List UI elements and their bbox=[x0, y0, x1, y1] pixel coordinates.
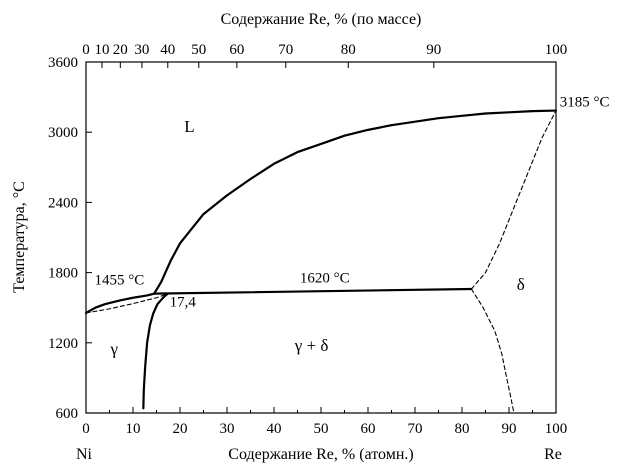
annotation-label: 1455 °С bbox=[94, 272, 144, 288]
y-tick-label: 3600 bbox=[48, 55, 78, 71]
x2-tick-label: 100 bbox=[545, 42, 568, 58]
delta-solvus-line bbox=[470, 288, 515, 413]
x-tick-label: 40 bbox=[267, 421, 282, 437]
y-tick-label: 600 bbox=[56, 406, 79, 422]
x-tick-label: 60 bbox=[361, 421, 376, 437]
phase-region-label: δ bbox=[517, 275, 525, 294]
x-tick-label: 70 bbox=[408, 421, 423, 437]
solidus-line bbox=[85, 293, 169, 314]
x2-tick-label: 70 bbox=[278, 42, 293, 58]
y-tick-label: 1800 bbox=[48, 266, 78, 282]
y-tick-label: 3000 bbox=[48, 125, 78, 141]
x-tick-label: 10 bbox=[126, 421, 141, 437]
annotation-label: 1620 °С bbox=[300, 271, 350, 287]
x-tick-label: 50 bbox=[314, 421, 329, 437]
peritectic-isotherm-line bbox=[153, 287, 473, 295]
annotation-label: 3185 °С bbox=[560, 94, 610, 110]
x-tick-label: 30 bbox=[220, 421, 235, 437]
phase-region-label: γ + δ bbox=[294, 336, 329, 355]
gamma-solvus-line bbox=[142, 292, 169, 410]
x2-tick-label: 90 bbox=[426, 42, 441, 58]
x2-tick-label: 80 bbox=[341, 42, 356, 58]
phase-region-label: L bbox=[184, 117, 194, 136]
tick-marks bbox=[85, 61, 557, 414]
y-axis-title: Температура, °С bbox=[11, 181, 28, 293]
x2-tick-label: 10 bbox=[94, 42, 109, 58]
annotation-label: 17,4 bbox=[170, 295, 197, 311]
y-tick-label: 2400 bbox=[48, 195, 78, 211]
delta-solidus-line bbox=[470, 110, 557, 290]
x2-tick-label: 60 bbox=[229, 42, 244, 58]
x-tick-label: 90 bbox=[502, 421, 517, 437]
x-tick-label: 100 bbox=[545, 421, 568, 437]
x2-axis-title: Содержание Re, % (по массе) bbox=[221, 11, 422, 28]
chart-labels: 0 10 20 30 40 50 60 70 80 90 100600120018002400300… bbox=[48, 42, 610, 437]
x2-tick-label: 30 bbox=[134, 42, 149, 58]
y-tick-label: 1200 bbox=[48, 336, 78, 352]
x2-tick-label: 20 bbox=[113, 42, 128, 58]
x-tick-label: 0 bbox=[82, 421, 90, 437]
phase-region-label: γ bbox=[109, 340, 118, 359]
x2-tick-label: 40 bbox=[160, 42, 175, 58]
x2-tick-label: 0 bbox=[82, 42, 90, 58]
x-tick-label: 80 bbox=[455, 421, 470, 437]
liquidus-line bbox=[84, 109, 558, 315]
x-axis-title: Содержание Re, % (атомн.) bbox=[228, 446, 413, 463]
x2-tick-label: 50 bbox=[191, 42, 206, 58]
element-label-ni: Ni bbox=[76, 446, 93, 463]
plot-frame bbox=[85, 61, 557, 414]
element-label-re: Re bbox=[544, 446, 562, 463]
x-tick-label: 20 bbox=[173, 421, 188, 437]
phase-boundaries bbox=[84, 109, 558, 413]
